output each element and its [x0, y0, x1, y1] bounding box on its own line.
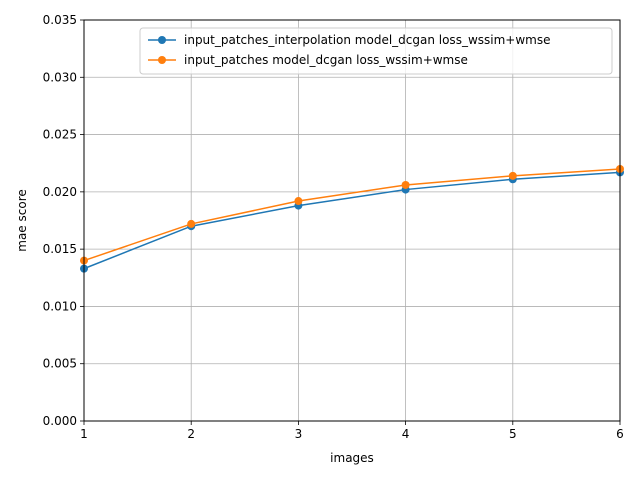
- y-tick-label: 0.025: [43, 128, 77, 142]
- series-layer: [80, 164, 624, 273]
- y-tick-label: 0.035: [43, 13, 77, 27]
- data-point: [508, 171, 517, 180]
- y-tick-label: 0.010: [43, 299, 77, 313]
- x-tick-label: 1: [80, 427, 88, 441]
- x-axis: 1 2 3 4 5 6: [80, 421, 624, 441]
- y-tick-label: 0.020: [43, 185, 77, 199]
- data-point: [401, 180, 410, 189]
- legend: input_patches_interpolation model_dcgan …: [139, 27, 613, 75]
- legend-item: input_patches_interpolation model_dcgan …: [148, 33, 550, 47]
- legend-box: [139, 27, 613, 75]
- data-point: [187, 219, 196, 228]
- series-line: [83, 168, 621, 262]
- series-line: [83, 171, 621, 270]
- y-tick-label: 0.000: [43, 414, 77, 428]
- y-tick-label: 0.015: [43, 242, 77, 256]
- x-axis-label: images: [330, 451, 374, 465]
- legend-swatch-marker: [158, 56, 166, 64]
- x-tick-label: 2: [187, 427, 195, 441]
- legend-item: input_patches model_dcgan loss_wssim+wms…: [148, 53, 468, 67]
- y-axis-label: mae score: [15, 189, 29, 251]
- legend-label: input_patches_interpolation model_dcgan …: [184, 33, 550, 47]
- x-tick-label: 5: [509, 427, 517, 441]
- y-tick-label: 0.005: [43, 357, 77, 371]
- y-tick-label: 0.030: [43, 70, 77, 84]
- data-point: [294, 197, 303, 206]
- x-tick-label: 4: [402, 427, 410, 441]
- legend-swatch-marker: [158, 36, 166, 44]
- series-2: [80, 164, 624, 265]
- x-tick-label: 3: [295, 427, 303, 441]
- y-axis: 0.000 0.005 0.010 0.015 0.020 0.025 0.030 0.035: [43, 13, 84, 428]
- legend-label: input_patches model_dcgan loss_wssim+wms…: [184, 53, 468, 67]
- x-tick-label: 6: [616, 427, 624, 441]
- plot-frame: [83, 19, 621, 422]
